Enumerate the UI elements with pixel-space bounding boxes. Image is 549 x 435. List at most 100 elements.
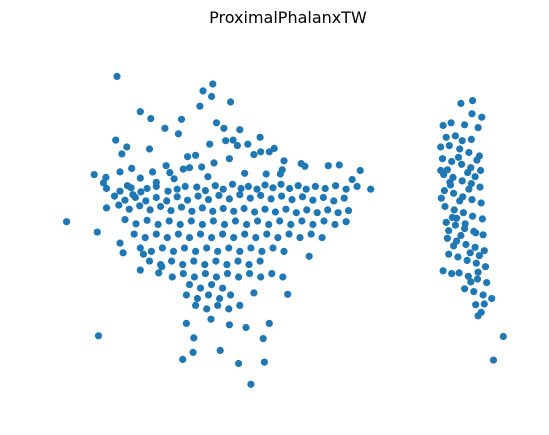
data-point [469,97,476,104]
data-point [180,270,187,277]
data-point [166,169,173,176]
data-point [212,182,219,189]
data-point [282,206,289,213]
data-point [230,234,237,241]
data-point [265,221,272,228]
data-point [272,208,279,215]
data-point [192,152,199,159]
data-point [232,217,239,224]
data-point [159,244,166,251]
data-point [241,170,248,177]
data-point [459,137,466,144]
data-point [183,320,190,327]
data-point [469,213,476,220]
data-point [437,143,444,150]
data-point [157,203,164,210]
data-point [252,234,259,241]
data-point [320,194,327,201]
data-point [214,302,221,309]
data-point [464,169,471,176]
data-point [171,175,178,182]
data-point [103,185,110,192]
data-point [205,291,212,298]
data-point [191,273,198,280]
data-point [227,291,234,298]
data-point [276,217,283,224]
data-point [452,132,459,139]
data-point [303,206,310,213]
data-point [456,269,463,276]
data-point [186,164,193,171]
data-point [325,162,332,169]
data-point [438,195,445,202]
data-point [285,231,292,238]
data-point [308,231,315,238]
data-point [184,197,191,204]
data-point [460,209,467,216]
data-point [230,137,237,144]
data-point [212,258,219,265]
data-point [478,114,485,121]
data-point [468,136,475,143]
data-point [441,187,448,194]
data-point [266,320,273,327]
data-point [319,234,326,241]
data-point [488,295,495,302]
data-point [116,168,123,175]
data-point [147,206,154,213]
data-point [186,281,193,288]
data-point [245,261,252,268]
data-point [475,124,482,131]
data-point [301,163,308,170]
data-point [199,87,206,94]
data-point [63,218,70,225]
data-point [236,191,243,198]
data-point [213,119,220,126]
data-point [225,244,232,251]
data-point [95,332,102,339]
data-point [472,301,479,308]
data-point [331,221,338,228]
scatter-points [63,73,507,388]
data-point [113,73,120,80]
data-point [121,197,128,204]
data-point [120,249,127,256]
data-point [269,244,276,251]
data-point [137,188,144,195]
data-point [178,204,185,211]
data-point [155,221,162,228]
data-point [480,231,487,238]
data-point [112,137,119,144]
data-point [440,122,447,129]
data-point [241,231,248,238]
data-point [147,115,154,122]
data-point [349,176,356,183]
data-point [258,248,265,255]
data-point [234,258,241,265]
data-point [195,193,202,200]
data-point [153,231,160,238]
data-point [299,193,306,200]
data-point [142,197,149,204]
data-point [140,251,147,258]
data-point [449,214,456,221]
data-point [444,166,451,173]
data-point [477,167,484,174]
data-point [118,150,125,157]
data-point [462,241,469,248]
data-point [261,359,268,366]
data-point [193,184,200,191]
data-point [128,184,135,191]
data-point [170,248,177,255]
data-point [153,194,160,201]
data-point [444,235,451,242]
data-point [222,137,229,144]
data-point [245,183,252,190]
data-point [465,186,472,193]
data-point [478,199,485,206]
data-point [354,183,361,190]
data-point [155,269,162,276]
data-point [257,273,264,280]
data-point [131,231,138,238]
